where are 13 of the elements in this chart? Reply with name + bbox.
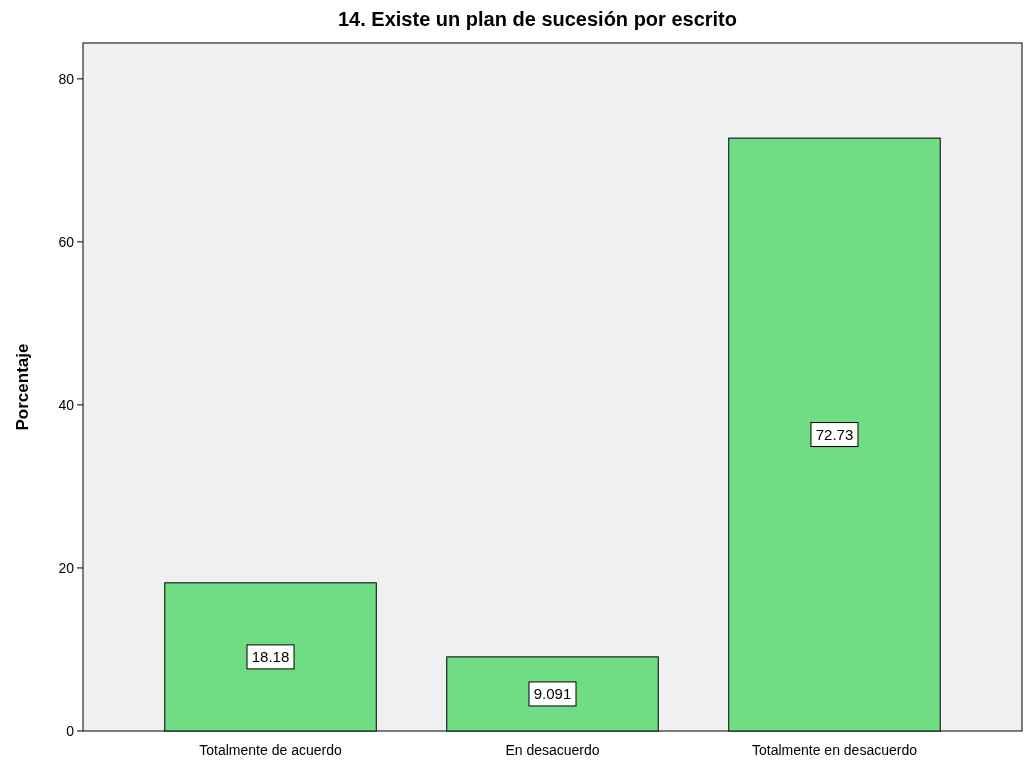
y-tick-label: 80: [58, 70, 75, 87]
chart-title: 14. Existe un plan de sucesión por escrito: [337, 8, 738, 30]
x-tick-label: Totalmente en desacuerdo: [751, 742, 918, 758]
x-tick-label: Totalmente de acuerdo: [199, 742, 342, 758]
data-label: 72.73: [815, 425, 854, 443]
x-tick-label: En desacuerdo: [505, 742, 600, 758]
y-axis-title: Porcentaje: [13, 343, 32, 431]
y-tick-label: 20: [58, 559, 75, 576]
data-label: 9.091: [533, 684, 572, 702]
y-tick-label: 40: [58, 396, 75, 413]
y-tick-label: 0: [66, 723, 75, 739]
data-label: 18.18: [251, 647, 290, 665]
y-tick-label: 60: [58, 233, 75, 250]
